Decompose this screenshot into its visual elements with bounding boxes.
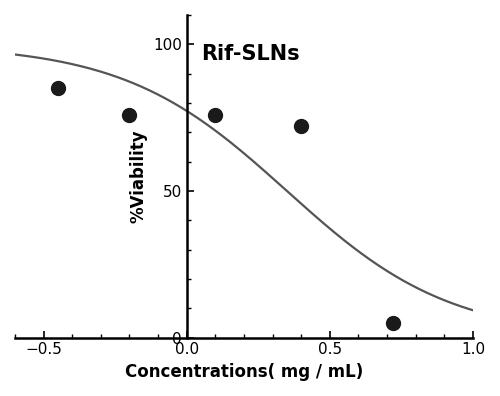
Point <box>389 320 397 326</box>
Point <box>297 123 305 129</box>
Text: Rif-SLNs: Rif-SLNs <box>201 44 300 64</box>
Point <box>126 112 134 118</box>
Point <box>212 112 220 118</box>
X-axis label: Concentrations( mg / mL): Concentrations( mg / mL) <box>125 363 363 381</box>
Y-axis label: %Viability: %Viability <box>130 129 148 223</box>
Point <box>54 85 62 91</box>
